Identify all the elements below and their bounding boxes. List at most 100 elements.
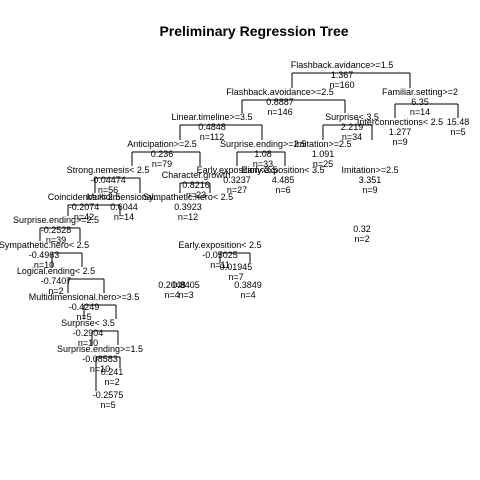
node-label-line: Multidimensional.hero>=3.5 [29, 292, 140, 302]
node-label-line: 0.2048 [158, 280, 186, 290]
node-label-line: n=34 [342, 132, 362, 142]
node-label-line: 0.32 [353, 224, 371, 234]
node-label-line: n=23 [186, 190, 206, 200]
node-label-line: n=9 [362, 185, 377, 195]
node-label-line: n=14 [114, 212, 134, 222]
node-label-line: n=112 [200, 132, 225, 142]
node-label-line: 0.01945 [220, 262, 253, 272]
node-label-line: n=2 [354, 234, 369, 244]
node-label-line: Character.growth [162, 170, 231, 180]
node-label-line: 1.091 [312, 149, 335, 159]
node-label-line: 3.351 [359, 175, 382, 185]
node-label-line: Surprise< 3.5 [61, 318, 115, 328]
node-label-line: -0.2904 [73, 328, 104, 338]
node-label-line: n=10 [90, 364, 110, 374]
node-label-line: -0.2074 [69, 202, 100, 212]
node-label-line: n=4 [240, 290, 255, 300]
node-label-line: Imitation>=2.5 [341, 165, 398, 175]
node-label-line: n=12 [178, 212, 198, 222]
node-label-line: n=6 [275, 185, 290, 195]
node-label-line: n=4 [164, 290, 179, 300]
node-label-line: n=160 [329, 80, 354, 90]
node-label-line: 0.3923 [174, 202, 202, 212]
node-label-line: 15.48 [447, 117, 470, 127]
node-label-line: Flashback.avoidance>=2.5 [226, 87, 334, 97]
node-label-line: -0.2575 [93, 390, 124, 400]
node-label-line: Strong.nemesis< 2.5 [67, 165, 150, 175]
node-label-line: 1.277 [389, 127, 412, 137]
node-label-line: Multidimensional... [87, 192, 162, 202]
node-label-line: n=5 [100, 400, 115, 410]
node-label-line: n=7 [228, 272, 243, 282]
node-label-line: n=5 [76, 312, 91, 322]
node-label-line: n=33 [253, 159, 273, 169]
node-label-line: -0.4249 [69, 302, 100, 312]
node-label-line: Anticipation>=2.5 [127, 139, 197, 149]
node-label-line: n=39 [46, 235, 66, 245]
node-label-line: -0.7407 [41, 276, 72, 286]
node-label-line: n=27 [227, 185, 247, 195]
node-label-line: -0.08583 [82, 354, 118, 364]
tree-edges [39, 72, 459, 391]
node-label-line: Interconnections< 2.5 [357, 117, 443, 127]
tree-node-leafG: 0.32n=2 [353, 224, 371, 244]
node-label-line: Early.exposition<3.5 [197, 165, 278, 175]
node-label-line: Imitation>=2.5 [294, 139, 351, 149]
node-label-line: 0.4848 [198, 122, 226, 132]
node-label-line: n=146 [267, 107, 292, 117]
tree-node-r1: Familiar.setting>=26.35n=14 [382, 87, 458, 117]
node-label-line: Early.exposition< 3.5 [241, 165, 324, 175]
node-label-line: 0.8887 [266, 97, 294, 107]
node-label-line: Sympathetic.hero< 2.5 [143, 192, 233, 202]
node-label-line: n=42 [74, 212, 94, 222]
node-label-line: Surprise.ending>=2.5 [220, 139, 306, 149]
node-label-line: 0.3237 [223, 175, 251, 185]
node-label-line: Logical.ending< 2.5 [17, 266, 95, 276]
node-label-line: n=79 [152, 159, 172, 169]
node-label-line: Surprise.ending>=1.5 [57, 344, 143, 354]
node-label-line: 0.8405 [172, 280, 200, 290]
tree-node-rr_b: 15.48n=5 [447, 117, 470, 137]
node-label-line: 0.3849 [234, 280, 262, 290]
node-label-line: n=56 [98, 185, 118, 195]
node-label-line: n=9 [392, 137, 407, 147]
node-label-line: 1.08 [254, 149, 272, 159]
node-label-line: 0.8216 [182, 180, 210, 190]
node-label-line: -0.2528 [41, 225, 72, 235]
node-label-line: Familiar.setting>=2 [382, 87, 458, 97]
tree-node-surpEnd: Surprise.ending>=2.51.08n=33 [220, 139, 306, 169]
node-label-line: -0.04474 [90, 175, 126, 185]
node-label-line: 1.367 [331, 70, 354, 80]
node-label-line: 0.236 [151, 149, 174, 159]
node-label-line: Sympathetic.hero< 2.5 [0, 240, 89, 250]
node-label-line: -0.05025 [202, 250, 238, 260]
node-label-line: n=10 [34, 260, 54, 270]
node-label-line: 6.35 [411, 97, 429, 107]
